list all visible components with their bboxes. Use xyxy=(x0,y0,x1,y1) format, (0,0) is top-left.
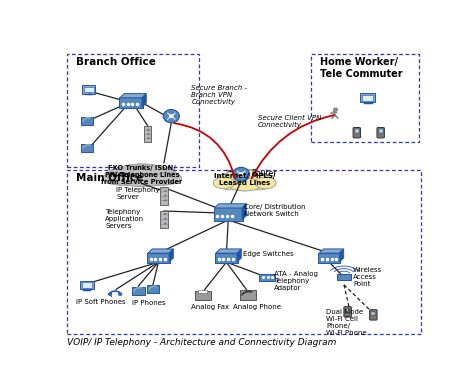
FancyBboxPatch shape xyxy=(355,129,359,133)
FancyBboxPatch shape xyxy=(259,274,275,281)
FancyBboxPatch shape xyxy=(215,253,238,263)
FancyBboxPatch shape xyxy=(337,274,351,280)
FancyBboxPatch shape xyxy=(194,291,210,300)
Ellipse shape xyxy=(121,174,163,187)
Polygon shape xyxy=(142,93,146,108)
Circle shape xyxy=(109,293,111,296)
Circle shape xyxy=(164,218,166,220)
Ellipse shape xyxy=(117,165,151,178)
Ellipse shape xyxy=(225,170,252,183)
FancyBboxPatch shape xyxy=(147,253,170,263)
Ellipse shape xyxy=(216,173,246,190)
Ellipse shape xyxy=(213,177,234,189)
FancyBboxPatch shape xyxy=(144,126,151,142)
Circle shape xyxy=(147,133,150,135)
Text: Analog Phone: Analog Phone xyxy=(233,304,281,310)
Circle shape xyxy=(233,167,249,181)
FancyBboxPatch shape xyxy=(360,93,375,102)
FancyBboxPatch shape xyxy=(160,210,168,228)
Circle shape xyxy=(169,115,173,118)
Text: Main Office: Main Office xyxy=(76,173,143,183)
Ellipse shape xyxy=(102,172,128,185)
Polygon shape xyxy=(242,204,246,220)
Circle shape xyxy=(163,109,179,123)
FancyBboxPatch shape xyxy=(119,97,143,108)
Circle shape xyxy=(118,293,122,296)
Circle shape xyxy=(164,213,166,215)
Text: Branch Office: Branch Office xyxy=(76,57,155,68)
Ellipse shape xyxy=(118,164,166,187)
Text: Telephony
Application
Servers: Telephony Application Servers xyxy=(105,210,144,230)
Ellipse shape xyxy=(141,167,178,186)
FancyBboxPatch shape xyxy=(147,285,159,293)
FancyBboxPatch shape xyxy=(81,117,93,125)
Text: Secure Branch -
Branch VPN
Connectivity: Secure Branch - Branch VPN Connectivity xyxy=(191,84,247,105)
Ellipse shape xyxy=(228,178,262,191)
Polygon shape xyxy=(339,249,344,262)
Ellipse shape xyxy=(106,167,143,186)
Polygon shape xyxy=(237,249,241,262)
FancyBboxPatch shape xyxy=(240,291,256,300)
FancyBboxPatch shape xyxy=(160,187,168,204)
Ellipse shape xyxy=(238,170,264,183)
Circle shape xyxy=(164,199,166,201)
FancyBboxPatch shape xyxy=(198,289,207,293)
Polygon shape xyxy=(216,249,241,253)
Text: Router: Router xyxy=(251,169,277,178)
Circle shape xyxy=(164,190,166,192)
FancyBboxPatch shape xyxy=(84,87,93,92)
FancyBboxPatch shape xyxy=(82,85,95,93)
Circle shape xyxy=(164,223,166,224)
Text: Dual Mode
Wi-Fi Cell
Phone/
Wi-Fi Phone: Dual Mode Wi-Fi Cell Phone/ Wi-Fi Phone xyxy=(326,309,366,336)
Text: Home Worker/
Tele Commuter: Home Worker/ Tele Commuter xyxy=(320,57,403,79)
FancyBboxPatch shape xyxy=(214,207,243,221)
FancyBboxPatch shape xyxy=(379,129,383,133)
FancyBboxPatch shape xyxy=(370,310,377,320)
FancyBboxPatch shape xyxy=(372,312,375,315)
Circle shape xyxy=(147,137,150,139)
Text: Core/ Distribution
Network Switch: Core/ Distribution Network Switch xyxy=(245,204,306,217)
FancyBboxPatch shape xyxy=(346,308,349,312)
Text: ATA - Analog
Telephony
Adaptor: ATA - Analog Telephony Adaptor xyxy=(274,271,318,291)
Text: VOIP/ IP Telephony - Architecture and Connectivity Diagram: VOIP/ IP Telephony - Architecture and Co… xyxy=(66,338,336,347)
FancyBboxPatch shape xyxy=(132,287,145,295)
Text: Internet/ MPLS/
Leased Lines: Internet/ MPLS/ Leased Lines xyxy=(214,174,275,187)
Polygon shape xyxy=(148,249,173,253)
FancyBboxPatch shape xyxy=(81,144,93,152)
FancyBboxPatch shape xyxy=(363,95,373,101)
Text: Analog Fax: Analog Fax xyxy=(191,304,229,310)
FancyBboxPatch shape xyxy=(377,127,384,138)
Ellipse shape xyxy=(133,165,166,178)
Circle shape xyxy=(164,195,166,197)
Text: IP Soft Phones: IP Soft Phones xyxy=(76,299,126,305)
Ellipse shape xyxy=(226,169,264,191)
Text: IP Phones: IP Phones xyxy=(132,300,165,307)
Text: Wireless
Access
Point: Wireless Access Point xyxy=(353,267,383,287)
Circle shape xyxy=(239,172,243,176)
Text: Secure Client VPN
Connectivity: Secure Client VPN Connectivity xyxy=(258,115,321,128)
Text: Edge Switches: Edge Switches xyxy=(243,251,294,257)
Ellipse shape xyxy=(155,172,182,185)
Text: FXO Trunks/ ISDN/
PRI Telephone Lines
from Service Provider: FXO Trunks/ ISDN/ PRI Telephone Lines fr… xyxy=(101,165,182,185)
Polygon shape xyxy=(120,93,146,98)
FancyBboxPatch shape xyxy=(319,253,340,263)
FancyBboxPatch shape xyxy=(344,307,351,317)
FancyBboxPatch shape xyxy=(82,282,91,288)
Circle shape xyxy=(147,129,150,131)
Text: IP Telephony
Server: IP Telephony Server xyxy=(116,187,160,200)
FancyBboxPatch shape xyxy=(353,127,361,138)
Polygon shape xyxy=(319,249,344,253)
Polygon shape xyxy=(169,249,173,262)
Polygon shape xyxy=(214,204,246,208)
Ellipse shape xyxy=(255,177,276,189)
Ellipse shape xyxy=(244,173,273,190)
Circle shape xyxy=(334,108,337,111)
FancyBboxPatch shape xyxy=(80,281,93,289)
